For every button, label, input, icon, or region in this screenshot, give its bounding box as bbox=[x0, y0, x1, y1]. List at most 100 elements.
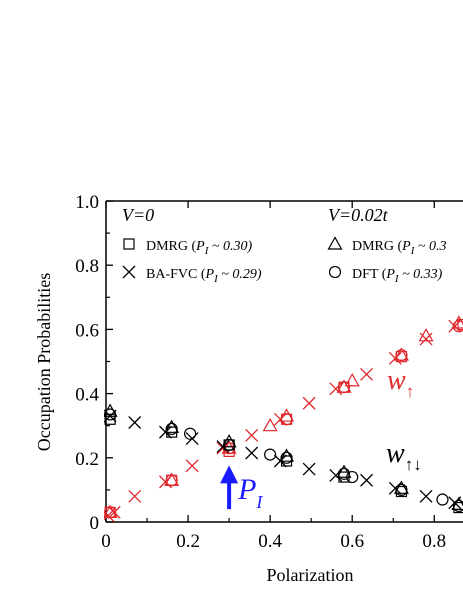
y-tick-label: 1.0 bbox=[75, 192, 99, 213]
data-point bbox=[436, 493, 449, 506]
legend-marker-circle bbox=[328, 265, 342, 279]
w-updown-label: w↑↓ bbox=[386, 438, 422, 474]
legend-polarization: P bbox=[401, 239, 411, 254]
x-tick-label: 0 bbox=[101, 531, 111, 552]
y-tick-label: 0.8 bbox=[75, 256, 99, 277]
data-point bbox=[395, 483, 408, 496]
data-point bbox=[346, 470, 359, 484]
legend-header: V=0 bbox=[122, 205, 154, 225]
x-axis-label: Polarization bbox=[267, 565, 354, 585]
data-point bbox=[336, 464, 352, 478]
data-marks bbox=[104, 315, 463, 523]
data-point bbox=[360, 473, 374, 487]
data-point bbox=[452, 320, 463, 333]
data-point bbox=[216, 441, 230, 455]
data-point bbox=[165, 474, 178, 487]
data-point bbox=[264, 448, 277, 461]
w-up-label-main: w bbox=[387, 365, 406, 396]
y-axis-label: Occupation Probabilities bbox=[34, 273, 54, 451]
legend-marker-triangle bbox=[327, 236, 343, 250]
data-point bbox=[223, 438, 236, 452]
y-tick-label: 0.2 bbox=[75, 449, 99, 470]
data-point bbox=[395, 348, 408, 362]
legend-header: V=0.02t bbox=[328, 205, 389, 225]
data-point bbox=[419, 332, 433, 346]
legend-subscript: I bbox=[394, 273, 400, 285]
data-point bbox=[419, 489, 433, 503]
data-point bbox=[451, 496, 463, 510]
data-point bbox=[104, 509, 115, 523]
y-tick-label: 0.4 bbox=[75, 385, 99, 406]
data-point bbox=[128, 489, 142, 503]
data-point bbox=[448, 319, 462, 333]
w-up-label-sub: ↑ bbox=[406, 382, 415, 401]
p-i-label-main: P bbox=[237, 473, 256, 506]
data-point bbox=[245, 446, 259, 460]
data-point bbox=[104, 506, 117, 519]
data-point bbox=[337, 381, 351, 394]
legend-entry-label: DMRG (PI ~ 0.3 bbox=[352, 239, 446, 257]
data-point bbox=[280, 451, 293, 464]
data-point bbox=[329, 382, 343, 396]
legend-subscript: I bbox=[204, 245, 210, 257]
legend-marker-cross bbox=[122, 265, 136, 279]
legend-entry-label: DFT (PI ~ 0.33) bbox=[352, 267, 443, 285]
legend-subscript: I bbox=[213, 273, 219, 285]
data-point bbox=[344, 373, 360, 387]
legend-subscript: I bbox=[410, 245, 416, 257]
p-i-label: PI bbox=[237, 473, 263, 512]
data-point bbox=[302, 396, 316, 410]
legend-polarization: P bbox=[195, 239, 205, 254]
legend-polarization: P bbox=[205, 267, 215, 282]
data-point bbox=[104, 408, 117, 421]
data-point bbox=[418, 328, 434, 342]
data-point bbox=[329, 468, 343, 482]
legend-value: ~ 0.3 bbox=[414, 239, 446, 254]
x-tick-label: 0.4 bbox=[258, 531, 282, 552]
p-i-arrowhead bbox=[220, 465, 239, 484]
data-point bbox=[279, 448, 295, 462]
data-point bbox=[452, 499, 463, 513]
data-point bbox=[165, 422, 178, 436]
data-point bbox=[280, 413, 293, 426]
x-tick-label: 0.2 bbox=[176, 531, 200, 552]
y-tick-label: 0 bbox=[90, 513, 100, 534]
legend-marker-square bbox=[123, 238, 135, 250]
w-updown-label-sub: ↑↓ bbox=[405, 455, 422, 474]
legend-value: ~ 0.33) bbox=[399, 267, 443, 282]
w-updown-label-main: w bbox=[386, 438, 405, 469]
x-tick-label: 0.8 bbox=[422, 531, 446, 552]
data-point bbox=[104, 413, 116, 425]
legend-method: BA-FVC ( bbox=[146, 267, 206, 282]
legend-method: DMRG ( bbox=[352, 239, 403, 254]
data-point bbox=[302, 462, 316, 476]
legend-method: DFT ( bbox=[352, 267, 387, 282]
series-1 bbox=[104, 318, 463, 518]
data-point bbox=[185, 459, 199, 473]
series-4 bbox=[262, 328, 434, 432]
data-point bbox=[457, 318, 463, 331]
data-point bbox=[128, 416, 142, 429]
axes: 0 0.2 0.4 0.6 0.8 0 0.2 0.4 0.6 0.8 1.0 bbox=[75, 192, 463, 552]
w-up-label: w↑ bbox=[387, 365, 414, 401]
legend-value: ~ 0.30) bbox=[208, 239, 252, 254]
data-point bbox=[184, 427, 197, 440]
data-point bbox=[164, 419, 180, 433]
legend-method: DMRG ( bbox=[146, 239, 197, 254]
y-tick-label: 0.6 bbox=[75, 320, 99, 341]
data-point bbox=[337, 467, 351, 480]
data-point bbox=[245, 428, 259, 442]
data-point bbox=[262, 417, 278, 432]
series-8 bbox=[104, 408, 463, 513]
data-point bbox=[360, 367, 374, 381]
legend-entry-label: DMRG (PI ~ 0.30) bbox=[146, 239, 252, 257]
legend-entry-label: BA-FVC (PI ~ 0.29) bbox=[146, 267, 262, 285]
legend-polarization: P bbox=[385, 267, 395, 282]
series-3 bbox=[104, 320, 463, 519]
p-i-label-sub: I bbox=[255, 492, 263, 512]
annotations: w↑w↑↓PI bbox=[220, 365, 422, 512]
x-tick-label: 0.6 bbox=[340, 531, 364, 552]
data-point bbox=[393, 480, 409, 494]
